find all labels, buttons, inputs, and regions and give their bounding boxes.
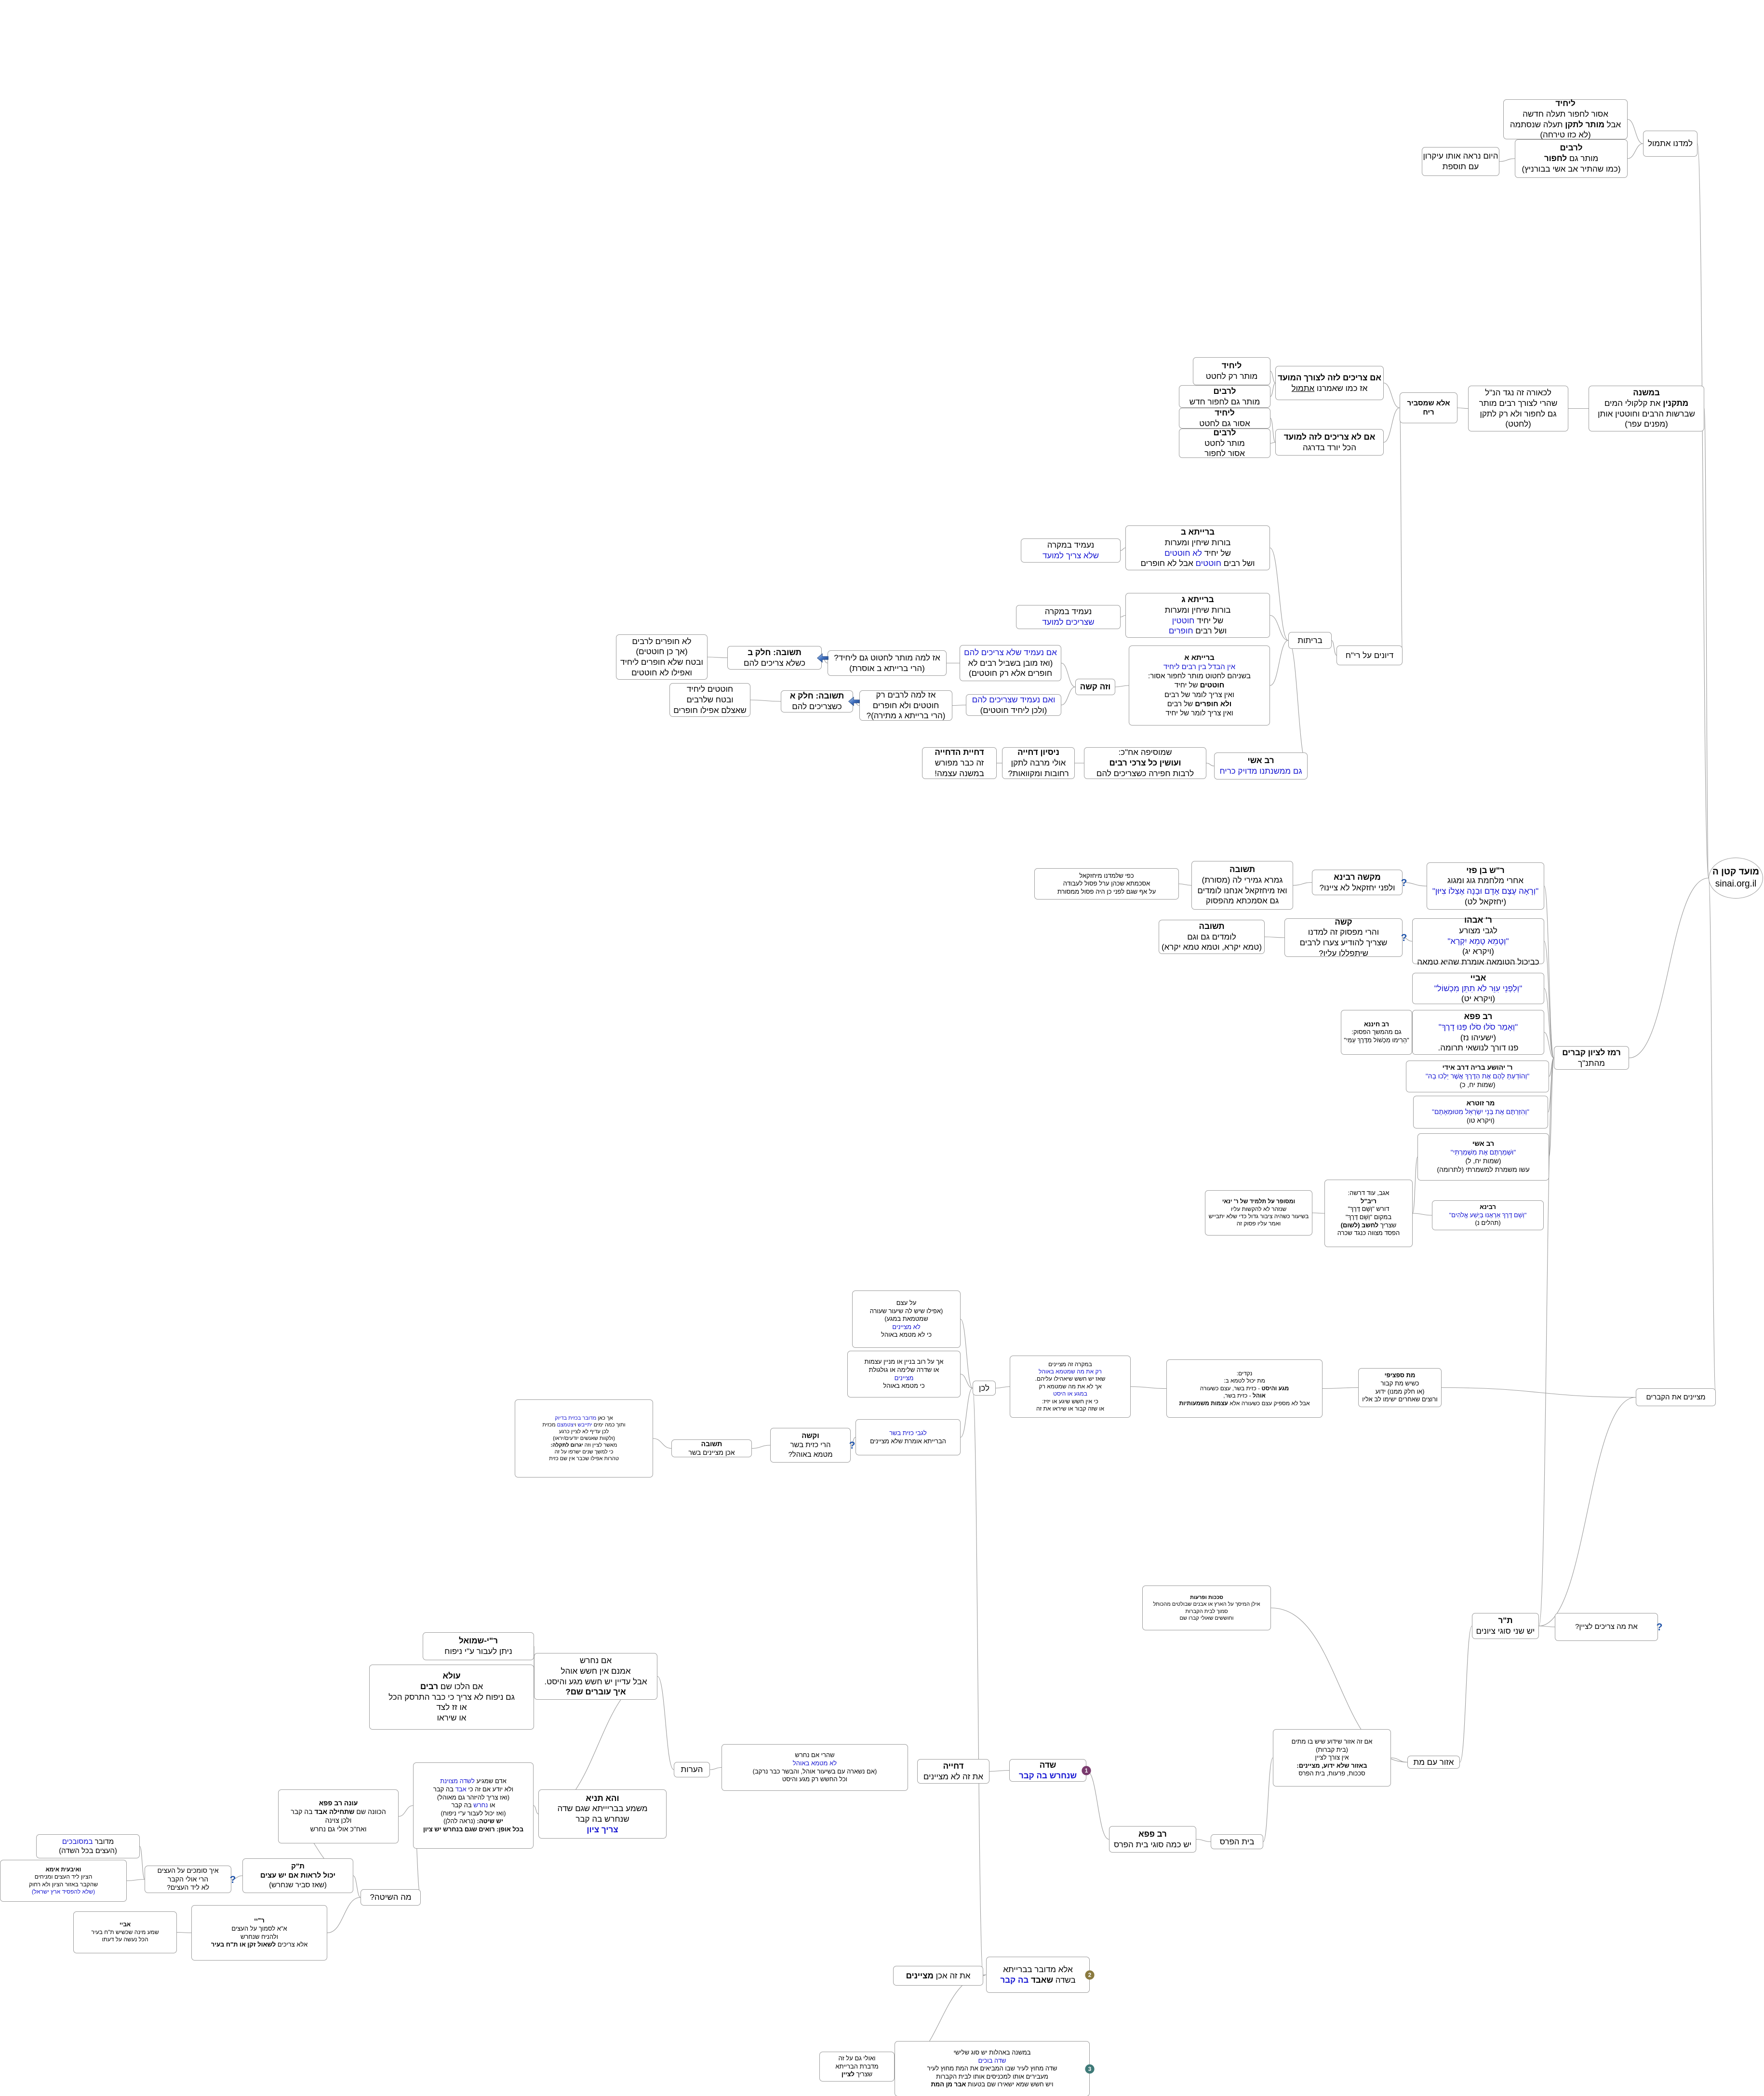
svg-text:?: ?	[1657, 1622, 1663, 1633]
svg-text:?: ?	[1401, 932, 1407, 943]
svg-text:2: 2	[1088, 1972, 1092, 1978]
svg-text:?: ?	[849, 1440, 855, 1451]
svg-text:?: ?	[1401, 877, 1407, 888]
svg-text:?: ?	[230, 1874, 236, 1885]
svg-text:1: 1	[1085, 1768, 1088, 1774]
svg-text:3: 3	[1088, 2066, 1092, 2072]
